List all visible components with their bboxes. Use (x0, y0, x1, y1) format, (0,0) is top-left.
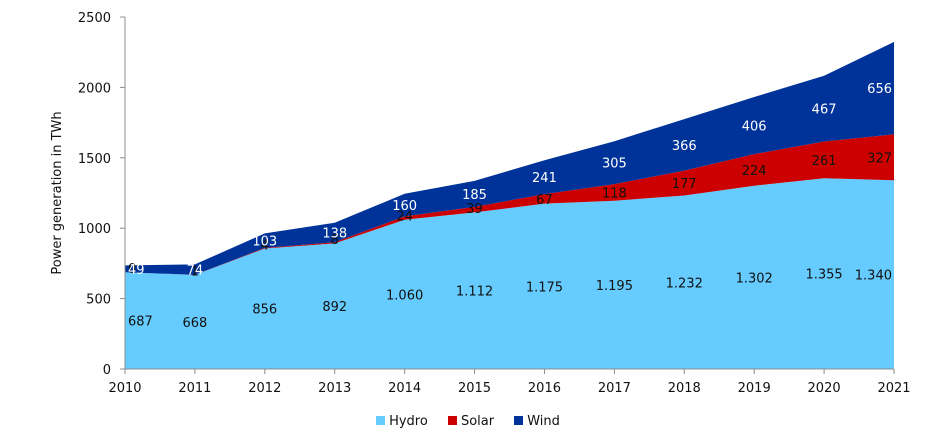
y-tick-label: 1000 (78, 222, 111, 237)
data-label-solar: 177 (672, 177, 697, 192)
y-tick-label: 0 (103, 363, 111, 378)
area-solar (125, 134, 894, 275)
data-label-wind: 138 (322, 227, 347, 242)
y-tick-label: 2500 (78, 11, 111, 26)
x-tick-label: 2019 (738, 381, 771, 396)
data-label-solar: 1 (191, 265, 199, 280)
data-labels: 687 668 856 892 1.060 1.112 1.175 1.195 1.232 1.3… (128, 82, 892, 331)
data-label-wind: 406 (742, 120, 767, 135)
data-label-solar: 224 (742, 164, 767, 179)
data-label-solar: 4 (261, 238, 269, 253)
data-label-hydro: 1.302 (736, 271, 773, 286)
legend-item-hydro: Hydro (376, 414, 428, 429)
data-label-hydro: 1.112 (456, 285, 493, 300)
legend-label-wind: Wind (527, 414, 560, 429)
data-label-hydro: 1.232 (666, 276, 703, 291)
legend-swatch-solar (447, 416, 457, 425)
y-tick-label: 1500 (78, 152, 111, 167)
data-label-solar: 8 (331, 233, 339, 248)
data-label-hydro: 856 (252, 303, 277, 318)
axes (124, 17, 894, 370)
data-label-solar: 24 (396, 210, 413, 225)
data-label-hydro: 1.175 (526, 280, 563, 295)
x-tick-label: 2013 (318, 381, 351, 396)
data-label-hydro: 892 (322, 300, 347, 315)
data-label-solar: 118 (602, 186, 627, 201)
legend-item-solar: Solar (447, 414, 495, 429)
data-label-hydro: 1.340 (855, 269, 892, 284)
legend-swatch-wind (514, 416, 524, 425)
x-ticks: 2010 2011 2012 2013 2014 2015 2016 2017 2018 2019… (108, 369, 911, 396)
x-tick-label: 2012 (248, 381, 281, 396)
x-tick-label: 2021 (877, 381, 910, 396)
x-tick-label: 2017 (598, 381, 631, 396)
x-tick-label: 2018 (668, 381, 701, 396)
y-axis-title: Power generation in TWh (50, 111, 65, 274)
data-label-hydro: 1.060 (386, 288, 423, 303)
legend: Hydro Solar Wind (0, 414, 936, 429)
data-label-solar: 0 (128, 262, 136, 277)
x-tick-label: 2014 (388, 381, 421, 396)
x-tick-label: 2011 (178, 381, 211, 396)
data-label-hydro: 1.195 (596, 279, 633, 294)
data-label-wind: 103 (252, 235, 277, 250)
data-label-wind: 74 (187, 264, 204, 279)
data-label-solar: 261 (812, 154, 837, 169)
data-label-wind: 366 (672, 139, 697, 154)
data-label-wind: 185 (462, 188, 487, 203)
data-label-wind: 49 (128, 263, 145, 278)
data-label-solar: 39 (466, 202, 483, 217)
data-label-hydro: 1.355 (805, 268, 842, 283)
x-tick-label: 2015 (458, 381, 491, 396)
legend-label-solar: Solar (460, 414, 495, 429)
data-label-hydro: 668 (182, 316, 207, 331)
legend-label-hydro: Hydro (389, 414, 428, 429)
data-label-wind: 241 (532, 171, 557, 186)
y-tick-label: 500 (86, 293, 111, 308)
legend-item-wind: Wind (514, 414, 560, 429)
x-tick-label: 2016 (528, 381, 561, 396)
x-tick-label: 2020 (808, 381, 841, 396)
data-label-wind: 160 (392, 199, 417, 214)
data-label-wind: 467 (812, 103, 837, 118)
data-label-hydro: 687 (128, 315, 153, 330)
data-label-wind: 656 (867, 82, 892, 97)
data-label-solar: 327 (867, 151, 892, 166)
x-tick-label: 2010 (108, 381, 141, 396)
y-tick-label: 2000 (78, 81, 111, 96)
y-ticks: 0 500 1000 1500 2000 2500 (78, 11, 125, 378)
data-label-solar: 67 (536, 193, 553, 208)
area-layers (125, 41, 894, 369)
legend-swatch-hydro (376, 416, 386, 425)
data-label-wind: 305 (602, 157, 627, 172)
area-hydro (125, 178, 894, 369)
